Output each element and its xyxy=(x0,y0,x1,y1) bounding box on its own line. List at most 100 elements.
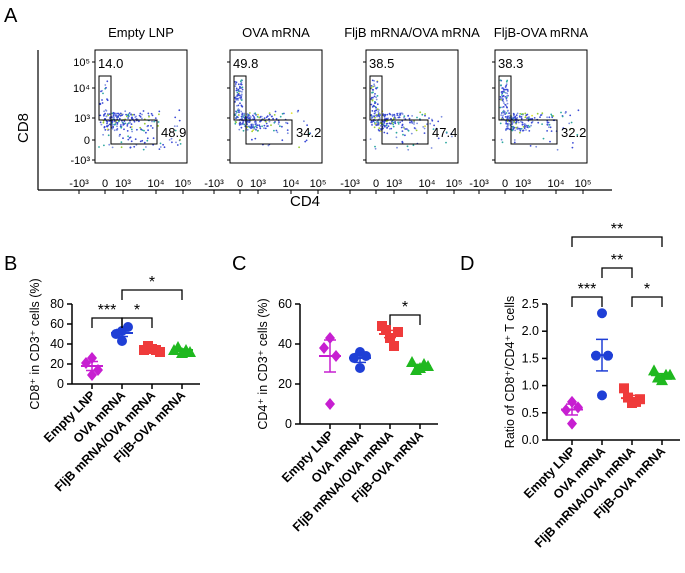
flow-event-dot xyxy=(508,115,511,117)
flow-event-dot xyxy=(290,112,293,114)
flow-event-dot xyxy=(130,128,133,131)
flow-event-dot xyxy=(151,114,154,117)
flow-event-dot xyxy=(398,112,401,115)
flow-x-tick-label: 10³ xyxy=(115,178,131,190)
flow-event-dot xyxy=(374,147,377,150)
flow-event-dot xyxy=(411,122,414,125)
panel-label-c: C xyxy=(232,253,246,275)
flow-event-dot xyxy=(423,132,426,135)
flow-event-dot xyxy=(519,129,522,132)
flow-event-dot xyxy=(371,124,373,126)
flow-event-dot xyxy=(502,106,505,108)
flow-event-dot xyxy=(426,123,428,126)
flow-event-dot xyxy=(501,141,504,144)
flow-event-dot xyxy=(556,148,559,151)
flow-event-dot xyxy=(125,113,127,116)
flow-event-dot xyxy=(393,117,395,120)
flow-event-dot xyxy=(270,124,272,127)
flow-event-dot xyxy=(235,81,238,84)
flow-event-dot xyxy=(429,122,432,125)
flow-event-dot xyxy=(531,117,534,120)
flow-event-dot xyxy=(237,104,240,107)
flow-event-dot xyxy=(382,114,385,117)
flow-event-dot xyxy=(500,138,503,141)
y-tick-label: 0.5 xyxy=(522,406,539,420)
flow-event-dot xyxy=(506,125,508,128)
flow-event-dot xyxy=(112,114,115,117)
flow-event-dot xyxy=(499,106,502,109)
flow-event-dot xyxy=(569,128,572,131)
flow-event-dot xyxy=(237,83,240,86)
significance-bracket xyxy=(389,314,421,325)
flow-event-dot xyxy=(264,127,267,130)
flow-event-dot xyxy=(147,112,150,115)
flow-event-dot xyxy=(107,114,110,117)
flow-event-dot xyxy=(383,115,386,118)
flow-event-dot xyxy=(120,146,123,149)
data-point xyxy=(325,398,335,410)
flow-event-dot xyxy=(550,113,553,116)
flow-event-dot xyxy=(116,112,118,115)
y-tick-label: 0 xyxy=(285,417,292,431)
flow-event-dot xyxy=(370,117,373,120)
flow-event-dot xyxy=(138,114,141,117)
flow-event-dot xyxy=(517,121,520,124)
flow-event-dot xyxy=(99,121,102,124)
flow-event-dot xyxy=(141,113,143,116)
flow-event-dot xyxy=(390,117,392,120)
flow-event-dot xyxy=(107,134,110,137)
flow-event-dot xyxy=(176,125,179,127)
flow-event-dot xyxy=(175,141,177,144)
flow-x-tick-label: 0 xyxy=(502,178,508,190)
flow-event-dot xyxy=(386,117,388,120)
flow-event-dot xyxy=(419,111,422,114)
flow-event-dot xyxy=(237,114,240,116)
flow-event-dot xyxy=(135,115,137,118)
flow-event-dot xyxy=(108,113,111,115)
significance-label: ** xyxy=(611,252,623,269)
flow-event-dot xyxy=(178,119,181,122)
data-point xyxy=(176,347,188,358)
flow-event-dot xyxy=(238,128,241,131)
flow-event-dot xyxy=(126,130,129,132)
flow-event-dot xyxy=(286,132,289,135)
flow-event-dot xyxy=(378,112,381,115)
significance-label: * xyxy=(149,274,155,291)
flow-plot: Empty LNP 10⁵ 10⁴ 10³ 0 -10³ -10³ 0 10³ 10⁴ 10⁵ 14.… xyxy=(69,25,191,194)
cd4-gate-value: 48.9 xyxy=(161,125,186,140)
flow-event-dot xyxy=(572,142,574,144)
flow-event-dot xyxy=(129,136,132,139)
flow-event-dot xyxy=(385,123,388,125)
y-tick-label: 1.0 xyxy=(522,379,539,393)
flow-event-dot xyxy=(236,91,239,94)
flow-event-dot xyxy=(520,116,523,118)
flow-event-dot xyxy=(238,111,240,114)
flow-event-dot xyxy=(373,95,376,98)
flow-event-dot xyxy=(112,117,115,119)
flow-event-dot xyxy=(252,123,255,126)
cd4-gate-value: 34.2 xyxy=(296,125,321,140)
flow-event-dot xyxy=(237,88,240,91)
flow-event-dot xyxy=(159,142,162,145)
flow-event-dot xyxy=(504,88,506,91)
flow-event-dot xyxy=(279,115,282,118)
flow-event-dot xyxy=(504,91,507,94)
flow-event-dot xyxy=(537,121,540,124)
flow-event-dot xyxy=(525,114,528,117)
flow-event-dot xyxy=(430,147,433,149)
flow-event-dot xyxy=(268,112,271,114)
y-tick-label: 0 xyxy=(57,377,64,391)
flow-event-dot xyxy=(521,123,524,126)
flow-event-dot xyxy=(305,139,308,142)
flow-event-dot xyxy=(249,116,252,118)
flow-event-dot xyxy=(516,116,519,119)
flow-x-tick-label: 0 xyxy=(102,178,108,190)
flow-y-tick-label: 10⁵ xyxy=(73,57,90,69)
flow-event-dot xyxy=(445,131,448,134)
flow-event-dot xyxy=(246,120,249,123)
flow-event-dot xyxy=(376,103,379,106)
flow-event-dot xyxy=(397,123,400,125)
flow-event-dot xyxy=(265,116,268,119)
flow-event-dot xyxy=(255,128,257,131)
